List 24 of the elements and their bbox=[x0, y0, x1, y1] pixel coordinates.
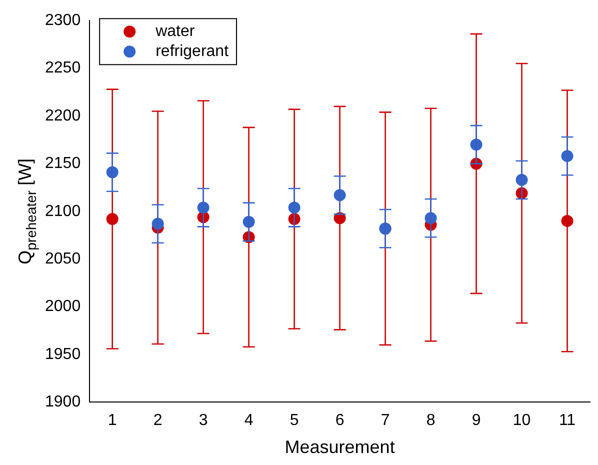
y-tick-label: 2200 bbox=[45, 107, 81, 124]
y-axis-title: Qpreheater [W] bbox=[14, 158, 39, 264]
x-tick-label: 1 bbox=[108, 412, 117, 430]
x-tick-label: 11 bbox=[558, 412, 576, 430]
x-tick-label: 5 bbox=[290, 412, 299, 430]
x-tick-label: 10 bbox=[512, 412, 531, 430]
x-axis-title: Measurement bbox=[284, 437, 395, 458]
y-tick-label: 2100 bbox=[45, 202, 81, 220]
x-tick-label: 4 bbox=[244, 412, 254, 430]
y-tick-label: 2000 bbox=[45, 298, 81, 316]
x-tick-label: 3 bbox=[198, 412, 208, 430]
legend-label: refrigerant bbox=[156, 43, 230, 60]
y-tick-label: 2050 bbox=[45, 250, 81, 268]
legend-label: water bbox=[154, 23, 196, 40]
x-tick-label: 6 bbox=[335, 412, 344, 430]
y-tick-label: 1950 bbox=[45, 346, 81, 363]
y-tick-label: 2150 bbox=[45, 155, 81, 172]
y-tick-label: 2300 bbox=[45, 12, 81, 30]
x-tick-label: 7 bbox=[380, 412, 390, 430]
y-tick-label: 1900 bbox=[45, 394, 81, 411]
x-tick-label: 2 bbox=[153, 412, 162, 430]
y-tick-label: 2250 bbox=[45, 60, 81, 77]
x-tick-label: 9 bbox=[472, 412, 481, 430]
x-tick-label: 8 bbox=[426, 412, 436, 430]
